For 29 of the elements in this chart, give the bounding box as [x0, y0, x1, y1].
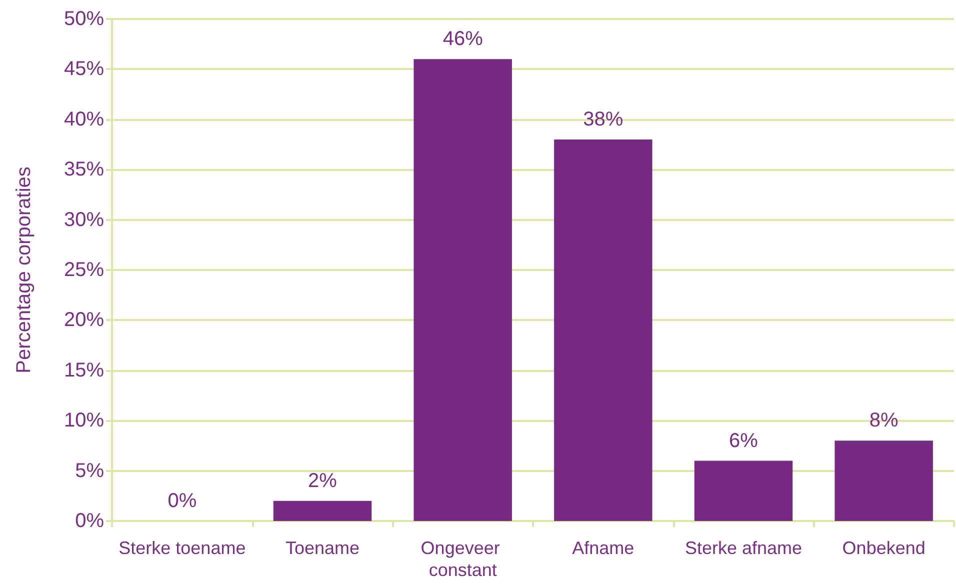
data-label: 38%	[583, 108, 624, 130]
y-tick-label: 25%	[64, 259, 104, 281]
y-tick-label: 35%	[64, 158, 104, 181]
bar	[273, 500, 372, 521]
data-label: 6%	[729, 430, 758, 452]
y-tick-label: 50%	[64, 8, 104, 30]
y-axis-title: Percentage corporaties	[13, 166, 35, 374]
data-label: 8%	[869, 410, 899, 432]
data-label: 2%	[308, 470, 338, 492]
y-tick-label: 45%	[64, 58, 104, 80]
bar	[414, 59, 512, 521]
data-label: 0%	[168, 490, 197, 512]
x-tick-label: Onbekend	[842, 538, 926, 558]
x-tick-label: Toename	[285, 538, 360, 558]
y-tick-label: 10%	[64, 410, 104, 432]
bar	[694, 460, 793, 521]
y-tick-label: 20%	[64, 309, 104, 332]
bar	[554, 139, 652, 521]
x-tick-label: Afname	[572, 538, 634, 558]
y-tick-label: 15%	[64, 359, 104, 382]
y-tick-label: 0%	[75, 510, 104, 532]
data-label: 46%	[442, 28, 484, 50]
y-tick-label: 30%	[64, 208, 104, 231]
y-tick-label: 40%	[64, 108, 104, 130]
x-tick-label: Ongeveer constant	[420, 538, 505, 580]
bar	[834, 440, 933, 521]
x-tick-label: Sterke toename	[118, 538, 246, 558]
y-tick-label: 5%	[75, 460, 104, 482]
x-tick-label: Sterke afname	[684, 538, 802, 558]
